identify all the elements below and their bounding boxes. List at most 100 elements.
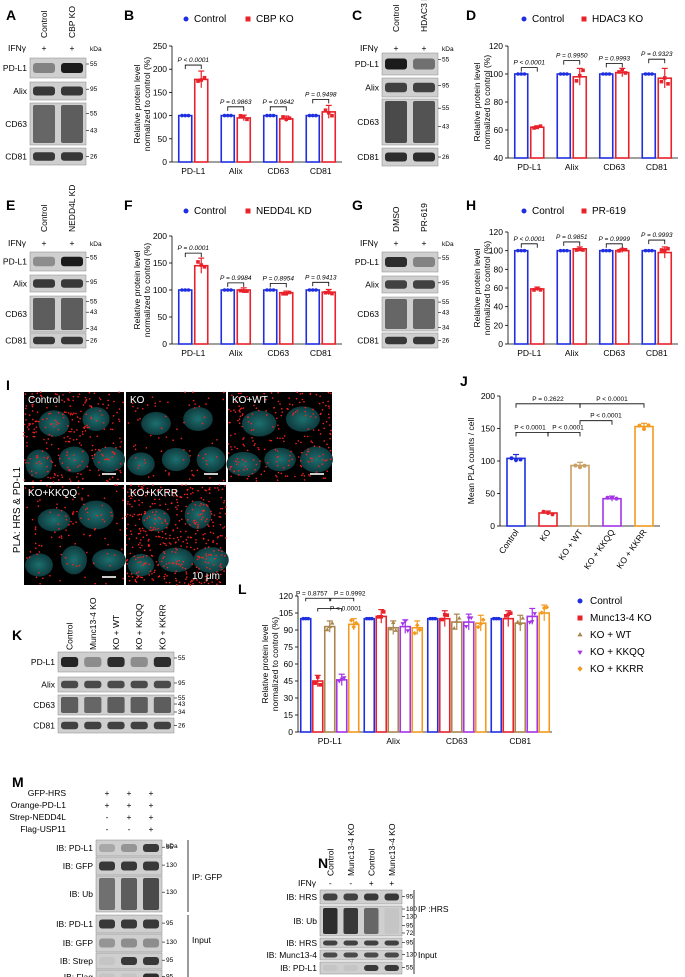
- pla-dot: [253, 404, 255, 407]
- pla-dot: [50, 460, 52, 462]
- pla-dot: [61, 486, 64, 488]
- pla-dot: [183, 421, 185, 424]
- p-value-label: P = 0.9992: [334, 590, 366, 597]
- pla-dot: [76, 510, 78, 513]
- microscopy-tile: KO+KKRR: [125, 484, 229, 586]
- lane-label: CBP KO: [67, 6, 77, 38]
- data-point: [353, 620, 359, 626]
- blot-smear: [130, 697, 148, 713]
- pla-dot: [157, 527, 159, 530]
- pla-dot: [78, 564, 81, 567]
- blot-row-label: Alix: [13, 86, 27, 96]
- pla-dot: [185, 539, 188, 541]
- blot-smear: [33, 105, 55, 143]
- pla-dot: [238, 418, 241, 420]
- blot-row-label: CD81: [5, 152, 27, 162]
- pla-dot: [163, 551, 165, 553]
- legend-label: Control: [532, 206, 564, 217]
- pla-dot: [265, 414, 268, 416]
- pla-dot: [149, 526, 152, 529]
- blot-band: [99, 973, 115, 977]
- bar: [399, 625, 412, 733]
- pla-dot: [309, 457, 312, 460]
- data-point: [303, 616, 308, 621]
- pla-dot: [269, 439, 271, 442]
- pla-dot: [167, 401, 169, 404]
- bar: [572, 248, 588, 345]
- pla-dot: [240, 392, 242, 395]
- pla-dot: [283, 435, 286, 437]
- pla-dot: [111, 476, 114, 479]
- pla-dot: [130, 573, 133, 575]
- pla-dot: [220, 566, 223, 569]
- pla-dot: [88, 391, 91, 394]
- pla-dot: [222, 479, 225, 482]
- pla-dot: [76, 416, 79, 418]
- blot-smear: [61, 697, 79, 713]
- pla-dot: [29, 457, 31, 460]
- y-tick-label: 105: [279, 608, 293, 618]
- pla-dot: [292, 412, 295, 415]
- pla-dot: [189, 486, 192, 489]
- pla-dot: [104, 446, 107, 449]
- pla-dot: [201, 422, 204, 425]
- blot-smear: [121, 878, 137, 910]
- pla-dot: [134, 444, 137, 446]
- pla-dot: [299, 393, 302, 395]
- y-axis-label: Relative protein levelnormalized to cont…: [260, 617, 280, 712]
- data-point: [519, 72, 524, 76]
- data-point: [662, 248, 667, 253]
- pla-dot: [210, 518, 213, 521]
- pla-dot: [122, 499, 124, 502]
- pla-dot: [250, 429, 253, 432]
- pla-dot: [161, 536, 164, 539]
- data-point: [574, 248, 579, 252]
- pla-dot: [46, 406, 48, 409]
- lane-label: Control: [39, 204, 49, 232]
- pla-dot: [304, 406, 307, 409]
- pla-dot: [180, 545, 183, 547]
- pla-dot: [217, 489, 220, 491]
- pla-dot: [69, 480, 72, 482]
- blot-row-label: CD63: [5, 119, 27, 129]
- data-point: [506, 612, 511, 617]
- data-point: [573, 463, 578, 468]
- pla-dot: [131, 505, 133, 508]
- x-tick-label: CD63: [446, 736, 468, 746]
- pla-dot: [69, 478, 71, 480]
- pla-dot: [241, 414, 244, 417]
- data-point: [527, 620, 532, 625]
- blot-band: [384, 940, 399, 946]
- pla-dot: [67, 435, 69, 438]
- pla-dot: [125, 534, 128, 537]
- pla-dot: [126, 491, 129, 494]
- blot-band: [143, 861, 159, 871]
- marker-label: 43: [90, 309, 98, 316]
- blot-band: [413, 280, 435, 289]
- pla-dot: [151, 511, 154, 513]
- marker-label: 26: [90, 154, 98, 161]
- pla-dot: [230, 448, 233, 451]
- data-point: [196, 79, 200, 83]
- bar: [529, 126, 545, 159]
- pla-dot: [188, 478, 191, 480]
- pla-dot: [31, 404, 33, 406]
- pla-dot: [233, 409, 235, 411]
- blot-row-label: CD81: [33, 721, 55, 731]
- blot-smear: [61, 298, 83, 330]
- pla-dot: [82, 478, 84, 480]
- nucleus: [37, 508, 71, 532]
- blot-band: [33, 256, 55, 267]
- x-tick-label: KO: [537, 527, 552, 543]
- pla-dot: [210, 513, 213, 515]
- pla-dot: [119, 469, 121, 472]
- pla-dot: [238, 409, 241, 412]
- pla-dot: [275, 474, 277, 477]
- pla-dot: [114, 484, 116, 486]
- pla-dot: [101, 518, 104, 521]
- p-value-label: P < 0.0001: [514, 60, 546, 67]
- pla-dot: [171, 550, 173, 553]
- pla-dot: [324, 459, 326, 462]
- x-tick-label: Alix: [229, 166, 243, 176]
